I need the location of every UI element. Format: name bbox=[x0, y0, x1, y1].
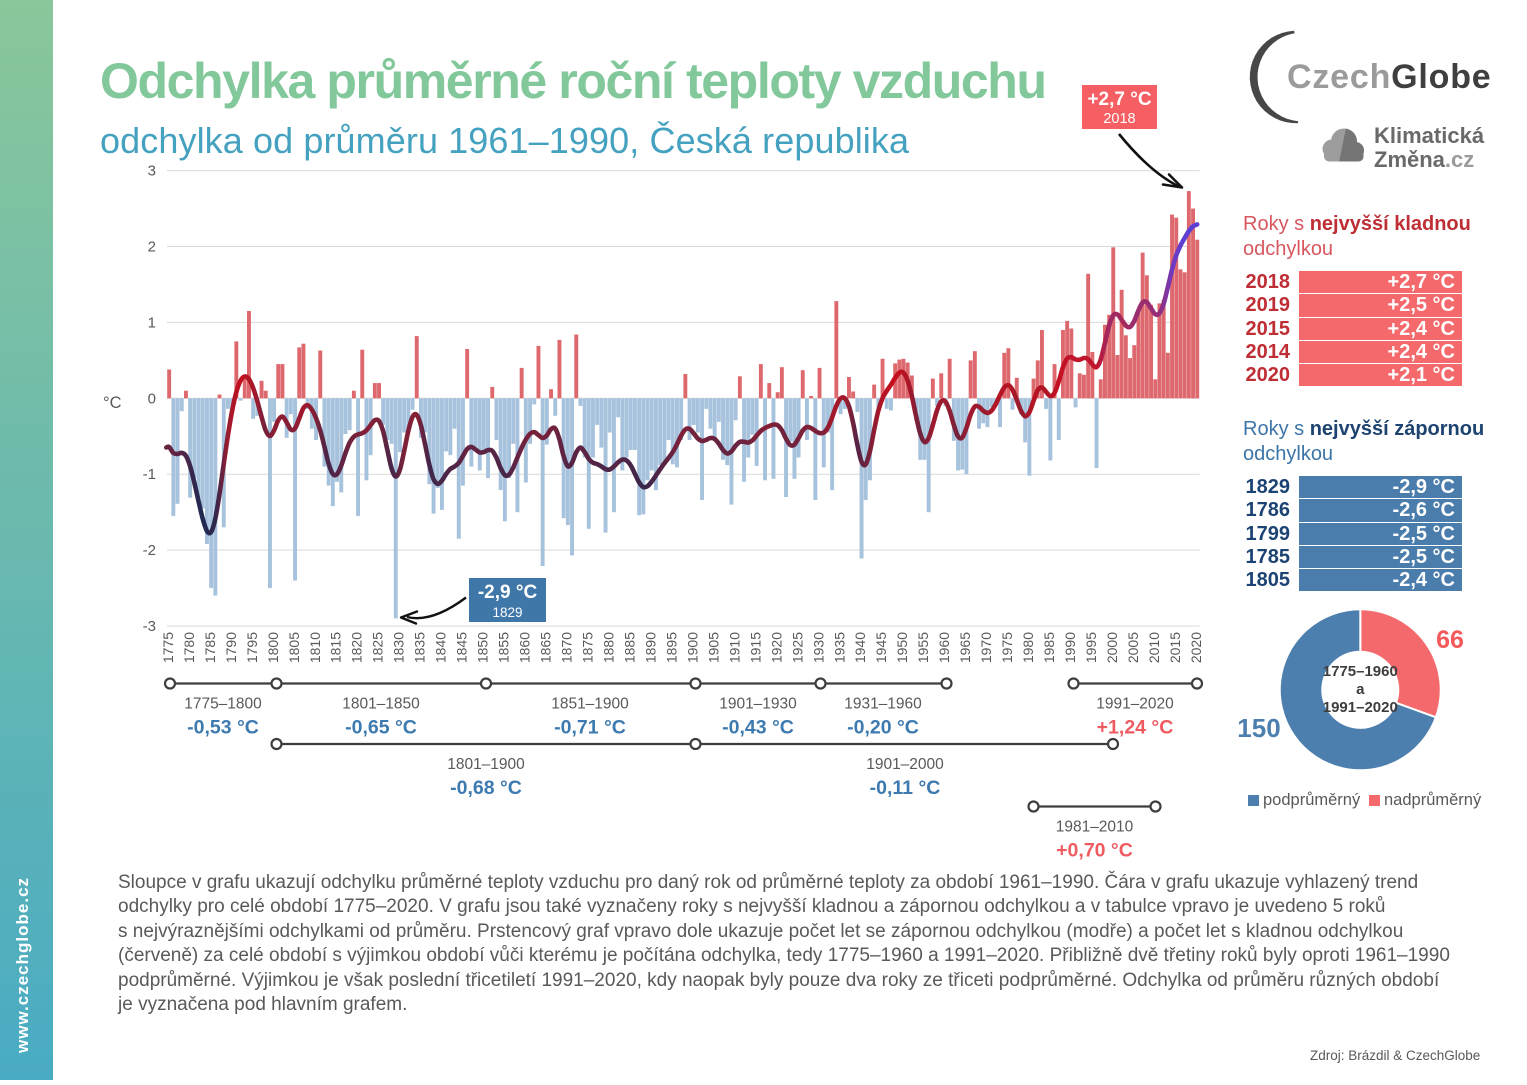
svg-text:1885: 1885 bbox=[622, 632, 638, 663]
svg-text:1905: 1905 bbox=[705, 632, 721, 663]
svg-text:1930: 1930 bbox=[810, 632, 826, 663]
svg-text:1955: 1955 bbox=[915, 632, 931, 663]
svg-text:1775–1800: 1775–1800 bbox=[184, 696, 262, 713]
svg-text:1940: 1940 bbox=[852, 632, 868, 663]
svg-text:podprůměrný: podprůměrný bbox=[1263, 791, 1361, 809]
svg-text:1991–2020: 1991–2020 bbox=[1323, 699, 1398, 716]
svg-text:1835: 1835 bbox=[412, 632, 428, 663]
svg-text:+0,70 °C: +0,70 °C bbox=[1056, 840, 1133, 862]
svg-text:1901–2000: 1901–2000 bbox=[866, 756, 944, 773]
svg-text:1855: 1855 bbox=[496, 632, 512, 663]
svg-text:1915: 1915 bbox=[747, 632, 763, 663]
svg-text:-1: -1 bbox=[143, 466, 156, 483]
svg-text:66: 66 bbox=[1436, 626, 1464, 654]
svg-text:1965: 1965 bbox=[957, 632, 973, 663]
svg-text:1775: 1775 bbox=[160, 632, 176, 663]
svg-text:1990: 1990 bbox=[1062, 632, 1078, 663]
svg-text:1920: 1920 bbox=[768, 632, 784, 663]
svg-text:1790: 1790 bbox=[223, 632, 239, 663]
svg-text:1845: 1845 bbox=[454, 632, 470, 663]
svg-text:1880: 1880 bbox=[601, 632, 617, 663]
svg-text:1775–1960: 1775–1960 bbox=[1323, 663, 1398, 680]
svg-text:1820: 1820 bbox=[349, 632, 365, 663]
svg-text:1995: 1995 bbox=[1083, 632, 1099, 663]
svg-text:1870: 1870 bbox=[559, 632, 575, 663]
svg-text:1981–2010: 1981–2010 bbox=[1056, 819, 1134, 836]
svg-text:-0,43 °C: -0,43 °C bbox=[722, 717, 794, 739]
svg-text:-0,65 °C: -0,65 °C bbox=[345, 717, 417, 739]
svg-text:2010: 2010 bbox=[1146, 632, 1162, 663]
svg-text:0: 0 bbox=[148, 390, 156, 407]
svg-text:nadprůměrný: nadprůměrný bbox=[1384, 791, 1482, 809]
svg-text:1931–1960: 1931–1960 bbox=[844, 696, 922, 713]
svg-text:-0,53 °C: -0,53 °C bbox=[187, 717, 259, 739]
svg-text:°C: °C bbox=[103, 394, 122, 412]
svg-text:1875: 1875 bbox=[580, 632, 596, 663]
svg-text:1950: 1950 bbox=[894, 632, 910, 663]
svg-text:1960: 1960 bbox=[936, 632, 952, 663]
svg-text:1795: 1795 bbox=[244, 632, 260, 663]
svg-text:1840: 1840 bbox=[433, 632, 449, 663]
svg-text:1830: 1830 bbox=[391, 632, 407, 663]
svg-text:1935: 1935 bbox=[831, 632, 847, 663]
svg-text:1801–1900: 1801–1900 bbox=[447, 756, 525, 773]
svg-text:1825: 1825 bbox=[370, 632, 386, 663]
svg-text:1851–1900: 1851–1900 bbox=[551, 696, 629, 713]
svg-text:2005: 2005 bbox=[1125, 632, 1141, 663]
svg-text:1800: 1800 bbox=[265, 632, 281, 663]
svg-text:-0,71 °C: -0,71 °C bbox=[554, 717, 626, 739]
svg-text:1810: 1810 bbox=[307, 632, 323, 663]
svg-text:a: a bbox=[1356, 681, 1365, 698]
svg-text:-2: -2 bbox=[143, 542, 156, 559]
svg-text:+1,24 °C: +1,24 °C bbox=[1097, 717, 1174, 739]
svg-text:-0,68 °C: -0,68 °C bbox=[450, 777, 522, 799]
svg-text:1945: 1945 bbox=[873, 632, 889, 663]
svg-text:1780: 1780 bbox=[181, 632, 197, 663]
svg-text:1860: 1860 bbox=[517, 632, 533, 663]
svg-text:-3: -3 bbox=[143, 618, 156, 635]
svg-text:1985: 1985 bbox=[1041, 632, 1057, 663]
svg-text:1970: 1970 bbox=[978, 632, 994, 663]
svg-text:1890: 1890 bbox=[642, 632, 658, 663]
svg-text:1900: 1900 bbox=[684, 632, 700, 663]
svg-text:-0,11 °C: -0,11 °C bbox=[870, 777, 941, 799]
svg-text:1: 1 bbox=[148, 314, 156, 331]
svg-text:-0,20 °C: -0,20 °C bbox=[847, 717, 919, 739]
svg-text:1991–2020: 1991–2020 bbox=[1096, 696, 1174, 713]
svg-text:3: 3 bbox=[148, 163, 156, 180]
svg-text:1975: 1975 bbox=[999, 632, 1015, 663]
svg-text:2: 2 bbox=[148, 239, 156, 256]
svg-text:1801–1850: 1801–1850 bbox=[342, 696, 420, 713]
svg-text:1895: 1895 bbox=[663, 632, 679, 663]
svg-text:1805: 1805 bbox=[286, 632, 302, 663]
svg-text:1910: 1910 bbox=[726, 632, 742, 663]
svg-text:1925: 1925 bbox=[789, 632, 805, 663]
svg-text:150: 150 bbox=[1237, 713, 1280, 743]
svg-text:2000: 2000 bbox=[1104, 632, 1120, 663]
svg-text:1901–1930: 1901–1930 bbox=[719, 696, 797, 713]
svg-text:1980: 1980 bbox=[1020, 632, 1036, 663]
svg-text:2015: 2015 bbox=[1167, 632, 1183, 663]
svg-text:1850: 1850 bbox=[475, 632, 491, 663]
svg-text:1815: 1815 bbox=[328, 632, 344, 663]
svg-text:2020: 2020 bbox=[1188, 632, 1204, 663]
svg-text:1785: 1785 bbox=[202, 632, 218, 663]
svg-text:1865: 1865 bbox=[538, 632, 554, 663]
